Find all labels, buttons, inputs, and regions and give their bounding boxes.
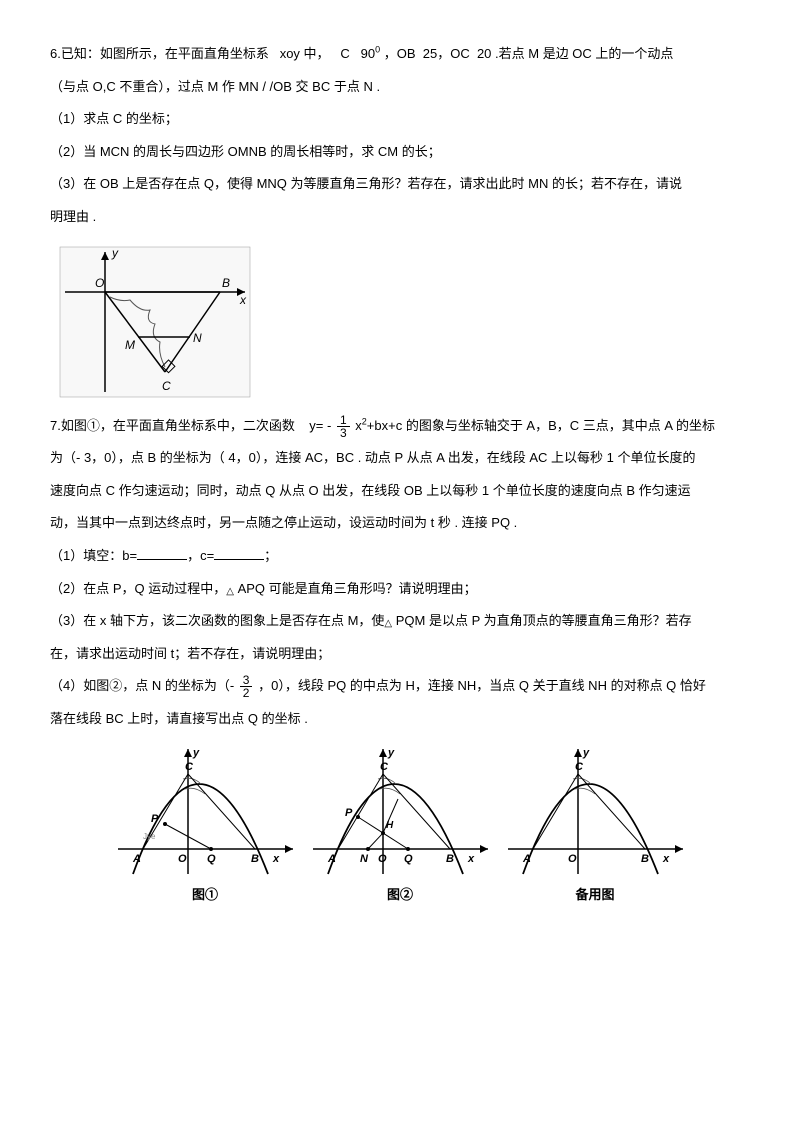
fig1-label: 图①	[113, 881, 298, 910]
q7-p4a: （4）如图②，点 N 的坐标为（-	[50, 678, 234, 693]
deg-sup: 0	[375, 45, 380, 55]
svg-text:y: y	[582, 747, 590, 759]
svg-text:O: O	[378, 853, 387, 865]
svg-text:y: y	[387, 747, 395, 759]
svg-text:A: A	[522, 853, 531, 865]
q6-l1g: 20 .若点 M 是边 OC 上的一个动点	[477, 46, 673, 61]
q7-p2a: （2）在点 P，Q 运动过程中，	[50, 581, 226, 596]
q6-p1: （1）求点 C 的坐标；	[50, 105, 750, 134]
q7-p1a: （1）填空：b=	[50, 548, 137, 563]
q6-p2: （2）当 MCN 的周长与四边形 OMNB 的周长相等时，求 CM 的长；	[50, 138, 750, 167]
q6-line1: 6.已知：如图所示，在平面直角坐标系 xoy 中， C 900 ，OB 25，O…	[50, 40, 750, 69]
fig2-label: 图②	[308, 881, 493, 910]
q6-p3a: （3）在 OB 上是否存在点 Q，使得 MNQ 为等腰直角三角形？若存在，请求出…	[50, 170, 750, 199]
frac-1-3: 1 3	[337, 414, 350, 439]
svg-text:C: C	[380, 761, 389, 773]
svg-text:Jye: Jye	[143, 832, 156, 841]
q6-l1c: C	[340, 46, 349, 61]
q7-p3a-line: （3）在 x 轴下方，该二次函数的图象上是否存在点 M，使△ PQM 是以点 P…	[50, 607, 750, 636]
q6-line2: （与点 O,C 不重合），过点 M 作 MN / /OB 交 BC 于点 N .	[50, 73, 750, 102]
q7-line4: 动，当其中一点到达终点时，另一点随之停止运动，设运动时间为 t 秒 . 连接 P…	[50, 509, 750, 538]
q7-p2b: APQ 可能是直角三角形吗？请说明理由；	[238, 581, 477, 596]
lbl-B: B	[222, 276, 230, 290]
q6-l1b: xoy 中，	[280, 46, 330, 61]
lbl-M: M	[125, 338, 135, 352]
svg-text:P: P	[345, 807, 353, 819]
q6-l1e: ，OB	[384, 46, 416, 61]
q6-figure: y O B x M N C	[50, 242, 750, 402]
q7-l1a: 7.如图①，在平面直角坐标系中，二次函数	[50, 418, 295, 433]
q7-p3a: （3）在 x 轴下方，该二次函数的图象上是否存在点 M，使	[50, 613, 384, 628]
triangle-icon-2: △	[384, 618, 392, 629]
svg-text:A: A	[327, 853, 336, 865]
svg-text:x: x	[272, 853, 280, 865]
svg-text:B: B	[641, 853, 649, 865]
q7-p1b: ，c=	[187, 548, 214, 563]
frac-3-2: 3 2	[240, 674, 253, 699]
q7-l1b: y= -	[309, 418, 331, 433]
q7-line2: 为（- 3，0），点 B 的坐标为（ 4，0），连接 AC，BC . 动点 P …	[50, 444, 750, 473]
svg-text:y: y	[192, 747, 200, 759]
q7-fig2: y C A P H N O Q B x 图②	[308, 744, 493, 910]
q7-fig3: y C A O B x 备用图	[503, 744, 688, 910]
svg-text:P: P	[151, 813, 159, 825]
q6-p3b: 明理由 .	[50, 203, 750, 232]
q7-p4b: ，0），线段 PQ 的中点为 H，连接 NH，当点 Q 关于直线 NH 的对称点…	[258, 678, 706, 693]
svg-text:C: C	[575, 761, 584, 773]
lbl-O: O	[95, 276, 104, 290]
q7-p1: （1）填空：b= ，c= ；	[50, 542, 750, 571]
triangle-icon: △	[226, 586, 234, 597]
svg-text:x: x	[467, 853, 475, 865]
svg-text:B: B	[446, 853, 454, 865]
q7-figures: y C A O P Q B x Jye 图①	[50, 744, 750, 910]
svg-text:O: O	[178, 853, 187, 865]
svg-text:N: N	[360, 853, 369, 865]
q7-p1c: ；	[264, 548, 277, 563]
lbl-x: x	[239, 293, 247, 307]
q7-p4c: 落在线段 BC 上时，请直接写出点 Q 的坐标 .	[50, 705, 750, 734]
q7-line3: 速度向点 C 作匀速运动；同时，动点 Q 从点 O 出发，在线段 OB 上以每秒…	[50, 477, 750, 506]
q6-l1f: 25，OC	[423, 46, 470, 61]
q7-l1d: +bx+c 的图象与坐标轴交于 A，B，C 三点，其中点 A 的坐标	[367, 418, 715, 433]
lbl-C: C	[162, 379, 171, 393]
q7-line1: 7.如图①，在平面直角坐标系中，二次函数 y= - 1 3 x2+bx+c 的图…	[50, 412, 750, 441]
svg-text:B: B	[251, 853, 259, 865]
lbl-N: N	[193, 331, 202, 345]
svg-text:O: O	[568, 853, 577, 865]
q7-p3c: 在，请求出运动时间 t；若不存在，请说明理由；	[50, 640, 750, 669]
q6-l1d: 90	[361, 46, 375, 61]
svg-text:C: C	[185, 761, 194, 773]
svg-text:Q: Q	[404, 853, 413, 865]
blank-b[interactable]	[137, 546, 187, 560]
q7-p3b: PQM 是以点 P 为直角顶点的等腰直角三角形？若存	[396, 613, 692, 628]
svg-text:x: x	[662, 853, 670, 865]
q6-l1a: 6.已知：如图所示，在平面直角坐标系	[50, 46, 269, 61]
q7-p4a-line: （4）如图②，点 N 的坐标为（- 3 2 ，0），线段 PQ 的中点为 H，连…	[50, 672, 750, 701]
svg-text:A: A	[132, 853, 141, 865]
q7-p2: （2）在点 P，Q 运动过程中，△ APQ 可能是直角三角形吗？请说明理由；	[50, 575, 750, 604]
fig3-label: 备用图	[503, 881, 688, 910]
blank-c[interactable]	[214, 546, 264, 560]
svg-text:H: H	[386, 820, 394, 831]
q7-fig1: y C A O P Q B x Jye 图①	[113, 744, 298, 910]
svg-text:Q: Q	[207, 853, 216, 865]
lbl-y: y	[111, 246, 119, 260]
